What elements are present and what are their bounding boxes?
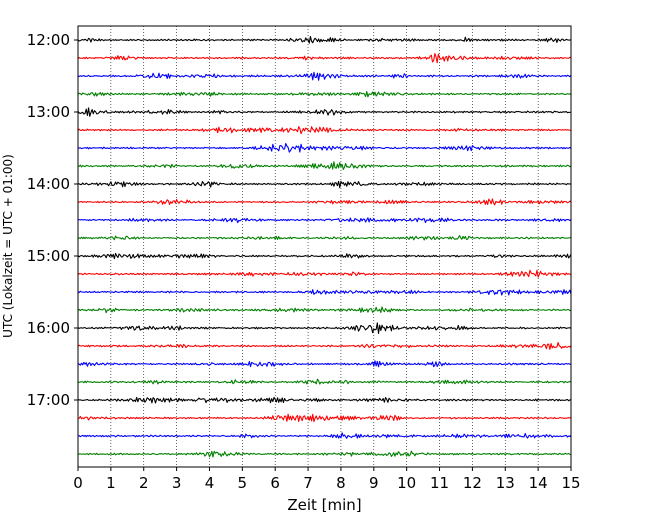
x-tick-label: 8 (336, 474, 346, 492)
seismic-trace (77, 90, 572, 98)
y-tick-label: 12:00 (27, 31, 70, 49)
x-tick-label: 14 (529, 474, 548, 492)
seismic-trace (77, 289, 572, 296)
seismic-trace (77, 142, 572, 153)
y-tick-label: 14:00 (27, 175, 70, 193)
x-tick-label: 13 (496, 474, 515, 492)
y-axis-label: UTC (Lokalzeit = UTC + 01:00) (1, 154, 15, 338)
y-tick-label: 16:00 (27, 319, 70, 337)
x-tick-label: 6 (270, 474, 280, 492)
x-tick-label: 5 (238, 474, 248, 492)
seismic-trace (77, 107, 572, 117)
plot-frame (77, 25, 572, 468)
seismic-trace (77, 322, 572, 334)
seismic-trace (77, 234, 572, 241)
x-tick-label: 2 (139, 474, 149, 492)
x-tick-label: 7 (303, 474, 313, 492)
seismic-trace (77, 306, 572, 314)
x-tick-label: 11 (430, 474, 449, 492)
seismic-trace (77, 35, 572, 44)
seismic-trace (77, 252, 572, 260)
seismic-trace (77, 71, 572, 81)
seismic-trace (77, 432, 572, 439)
seismic-trace (77, 161, 572, 170)
seismic-trace (77, 126, 572, 135)
seismic-trace (77, 180, 572, 189)
tick-layer: 0 1 2 3 4 5 6 7 8 9 10 11 12 13 14 1512:0013:0014:0015:… (27, 31, 581, 492)
seismic-trace (77, 450, 572, 458)
seismic-trace (77, 52, 572, 64)
seismic-trace (77, 413, 572, 423)
seismic-trace (77, 198, 572, 206)
seismic-trace (77, 396, 572, 404)
y-tick-label: 15:00 (27, 247, 70, 265)
seismic-trace (77, 269, 572, 278)
y-tick-label: 17:00 (27, 391, 70, 409)
x-tick-label: 3 (172, 474, 182, 492)
x-tick-label: 9 (369, 474, 379, 492)
seismic-trace (77, 217, 572, 224)
x-axis-label: Zeit [min] (287, 496, 361, 514)
seismic-trace (77, 360, 572, 368)
x-tick-label: 1 (106, 474, 116, 492)
x-tick-label: 12 (463, 474, 482, 492)
seismic-trace (77, 378, 572, 385)
x-tick-label: 10 (397, 474, 416, 492)
x-tick-label: 15 (561, 474, 580, 492)
y-tick-label: 13:00 (27, 103, 70, 121)
x-tick-label: 0 (73, 474, 83, 492)
x-tick-label: 4 (205, 474, 215, 492)
seismic-trace (77, 342, 572, 350)
trace-layer (77, 35, 572, 458)
